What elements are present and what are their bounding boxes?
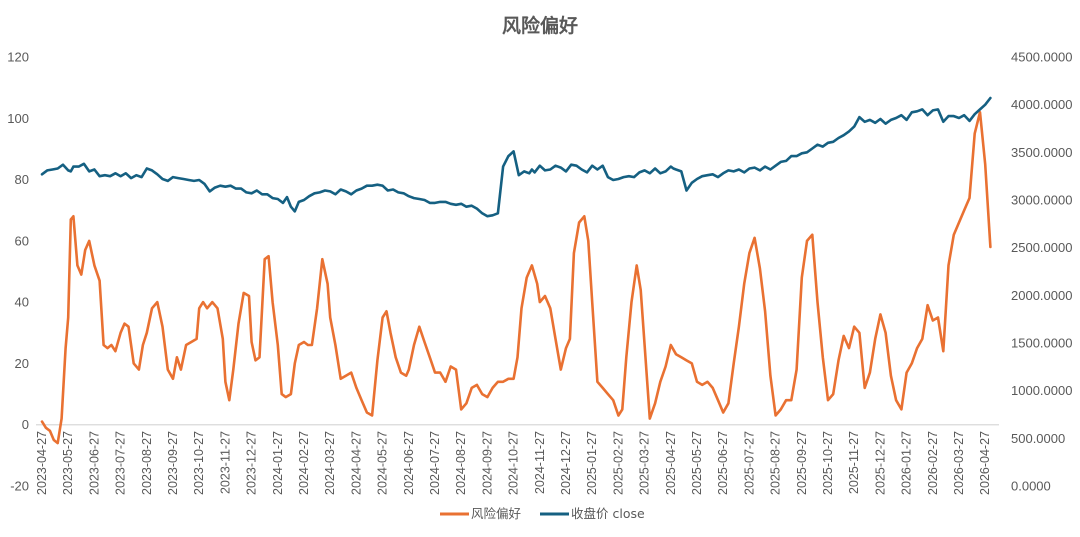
legend-label-risk-appetite: 风险偏好 xyxy=(471,506,521,521)
left-axis-tick-label: 20 xyxy=(15,356,29,371)
risk-appetite-line xyxy=(40,110,992,445)
chart-title: 风险偏好 xyxy=(502,14,578,37)
close-price-line xyxy=(40,96,992,218)
x-axis-tick-label: 2025-02-27 xyxy=(611,431,625,495)
x-axis-tick-label: 2024-04-27 xyxy=(349,431,363,495)
x-axis-tick-label: 2025-07-27 xyxy=(742,431,756,495)
x-axis-tick-label: 2025-05-27 xyxy=(690,431,704,495)
right-axis-tick-label: 2500.0000 xyxy=(1011,240,1072,255)
x-axis-tick-label: 2023-04-27 xyxy=(35,431,49,495)
x-axis-tick-label: 2024-07-27 xyxy=(428,431,442,495)
x-axis-tick-label: 2024-08-27 xyxy=(454,431,468,495)
left-axis-tick-label: 80 xyxy=(15,172,29,187)
x-axis-tick-label: 2024-09-27 xyxy=(480,431,494,495)
x-axis-tick-label: 2024-06-27 xyxy=(402,431,416,495)
x-axis-tick-label: 2025-01-27 xyxy=(585,431,599,495)
x-axis-tick-label: 2025-03-27 xyxy=(638,431,652,495)
x-axis-tick-label: 2025-10-27 xyxy=(821,431,835,495)
x-axis-tick-label: 2023-06-27 xyxy=(87,431,101,495)
legend-label-close-price: 收盘价 close xyxy=(571,506,645,521)
left-axis-tick-label: 60 xyxy=(15,233,29,248)
x-axis-tick-label: 2024-05-27 xyxy=(376,431,390,495)
right-axis-tick-label: 0.0000 xyxy=(1011,479,1051,494)
right-axis-tick-label: 3500.0000 xyxy=(1011,145,1072,160)
right-axis-tick-label: 1000.0000 xyxy=(1011,383,1072,398)
legend-item-risk-appetite[interactable]: 风险偏好 xyxy=(440,506,521,521)
x-axis-tick-label: 2025-06-27 xyxy=(716,431,730,495)
right-axis-tick-label: 4000.0000 xyxy=(1011,97,1072,112)
right-axis-tick-label: 3000.0000 xyxy=(1011,193,1072,208)
x-axis-tick-label: 2026-04-27 xyxy=(978,431,992,495)
legend-item-close-price[interactable]: 收盘价 close xyxy=(540,506,645,521)
x-axis-tick-label: 2024-02-27 xyxy=(297,431,311,495)
right-axis-tick-label: 2000.0000 xyxy=(1011,288,1072,303)
x-axis-tick-label: 2026-01-27 xyxy=(900,431,914,495)
x-axis-tick-label: 2024-12-27 xyxy=(559,431,573,495)
x-axis-tick-label: 2025-08-27 xyxy=(769,431,783,495)
left-axis-tick-label: -20 xyxy=(10,479,29,494)
x-axis-tick-label: 2025-11-27 xyxy=(847,431,861,494)
x-axis-tick-label: 2026-03-27 xyxy=(952,431,966,495)
left-axis-tick-label: 120 xyxy=(7,50,29,65)
right-axis-tick-label: 1500.0000 xyxy=(1011,336,1072,351)
right-y-axis: 0.0000 500.0000 1000.0000 1500.0000 2000.000… xyxy=(1011,50,1072,494)
right-axis-tick-label: 4500.0000 xyxy=(1011,50,1072,65)
left-y-axis: -20 0 20 40 60 80 100 120 xyxy=(7,50,29,494)
x-axis-tick-label: 2024-01-27 xyxy=(271,431,285,495)
x-axis-tick-label: 2023-07-27 xyxy=(114,431,128,495)
x-axis-tick-label: 2023-11-27 xyxy=(218,431,232,494)
x-axis-tick-label: 2024-03-27 xyxy=(323,431,337,495)
x-axis-tick-label: 2023-08-27 xyxy=(140,431,154,495)
left-axis-tick-label: 0 xyxy=(22,417,29,432)
x-axis-tick-label: 2025-04-27 xyxy=(664,431,678,495)
x-axis-tick-label: 2025-12-27 xyxy=(873,431,887,495)
x-axis-tick-label: 2023-10-27 xyxy=(192,431,206,495)
left-axis-tick-label: 100 xyxy=(7,111,29,126)
x-axis: 2023-04-27 2023-05-27 2023-06-27 2023-07-27… xyxy=(35,431,992,495)
x-axis-tick-label: 2026-02-27 xyxy=(926,431,940,495)
x-axis-tick-label: 2024-10-27 xyxy=(507,431,521,495)
series-layer xyxy=(40,96,992,445)
legend: 风险偏好 收盘价 close xyxy=(440,506,645,521)
x-axis-tick-label: 2023-12-27 xyxy=(245,431,259,495)
x-axis-tick-label: 2023-05-27 xyxy=(61,431,75,495)
right-axis-tick-label: 500.0000 xyxy=(1011,431,1065,446)
x-axis-tick-label: 2025-09-27 xyxy=(795,431,809,495)
x-axis-tick-label: 2023-09-27 xyxy=(166,431,180,495)
x-axis-tick-label: 2024-11-27 xyxy=(533,431,547,494)
left-axis-tick-label: 40 xyxy=(15,295,29,310)
